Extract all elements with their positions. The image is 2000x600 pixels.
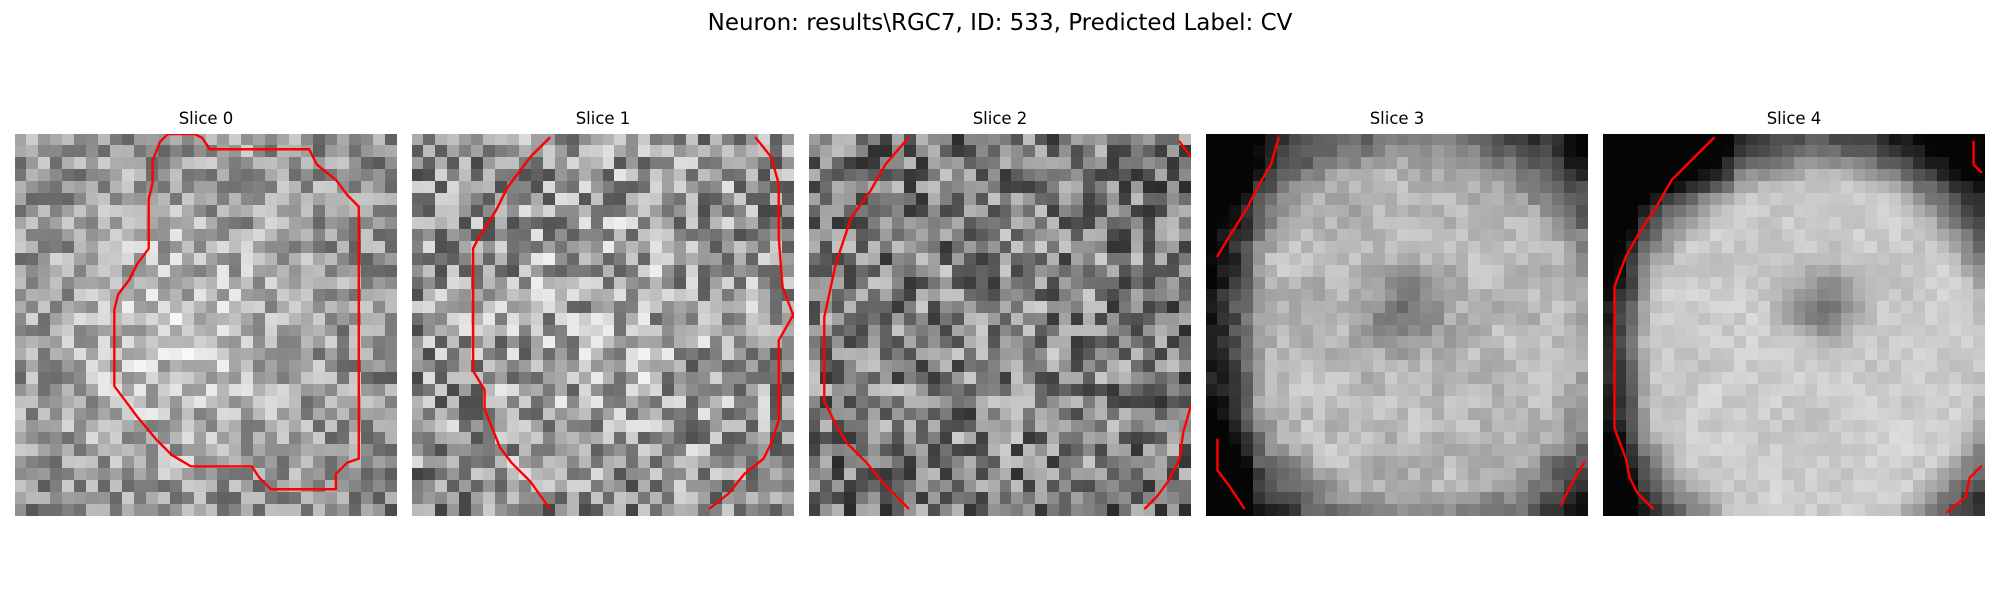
slice-image-4 — [1603, 134, 1985, 516]
slice-panel-4: Slice 4 — [1603, 108, 1985, 516]
figure-title: Neuron: results\RGC7, ID: 533, Predicted… — [707, 10, 1293, 36]
slice-title-0: Slice 0 — [178, 109, 234, 128]
slice-image-2 — [809, 134, 1191, 516]
slice-panel-3: Slice 3 — [1206, 108, 1588, 516]
slice-image-0 — [15, 134, 397, 516]
slice-image-3 — [1206, 134, 1588, 516]
slice-title-4: Slice 4 — [1766, 109, 1822, 128]
slice-image-1 — [412, 134, 794, 516]
slice-title-1: Slice 1 — [575, 109, 631, 128]
slice-panel-2: Slice 2 — [809, 108, 1191, 516]
slice-title-2: Slice 2 — [972, 109, 1028, 128]
slice-panel-0: Slice 0 — [15, 108, 397, 516]
slice-panel-1: Slice 1 — [412, 108, 794, 516]
slice-title-3: Slice 3 — [1369, 109, 1425, 128]
